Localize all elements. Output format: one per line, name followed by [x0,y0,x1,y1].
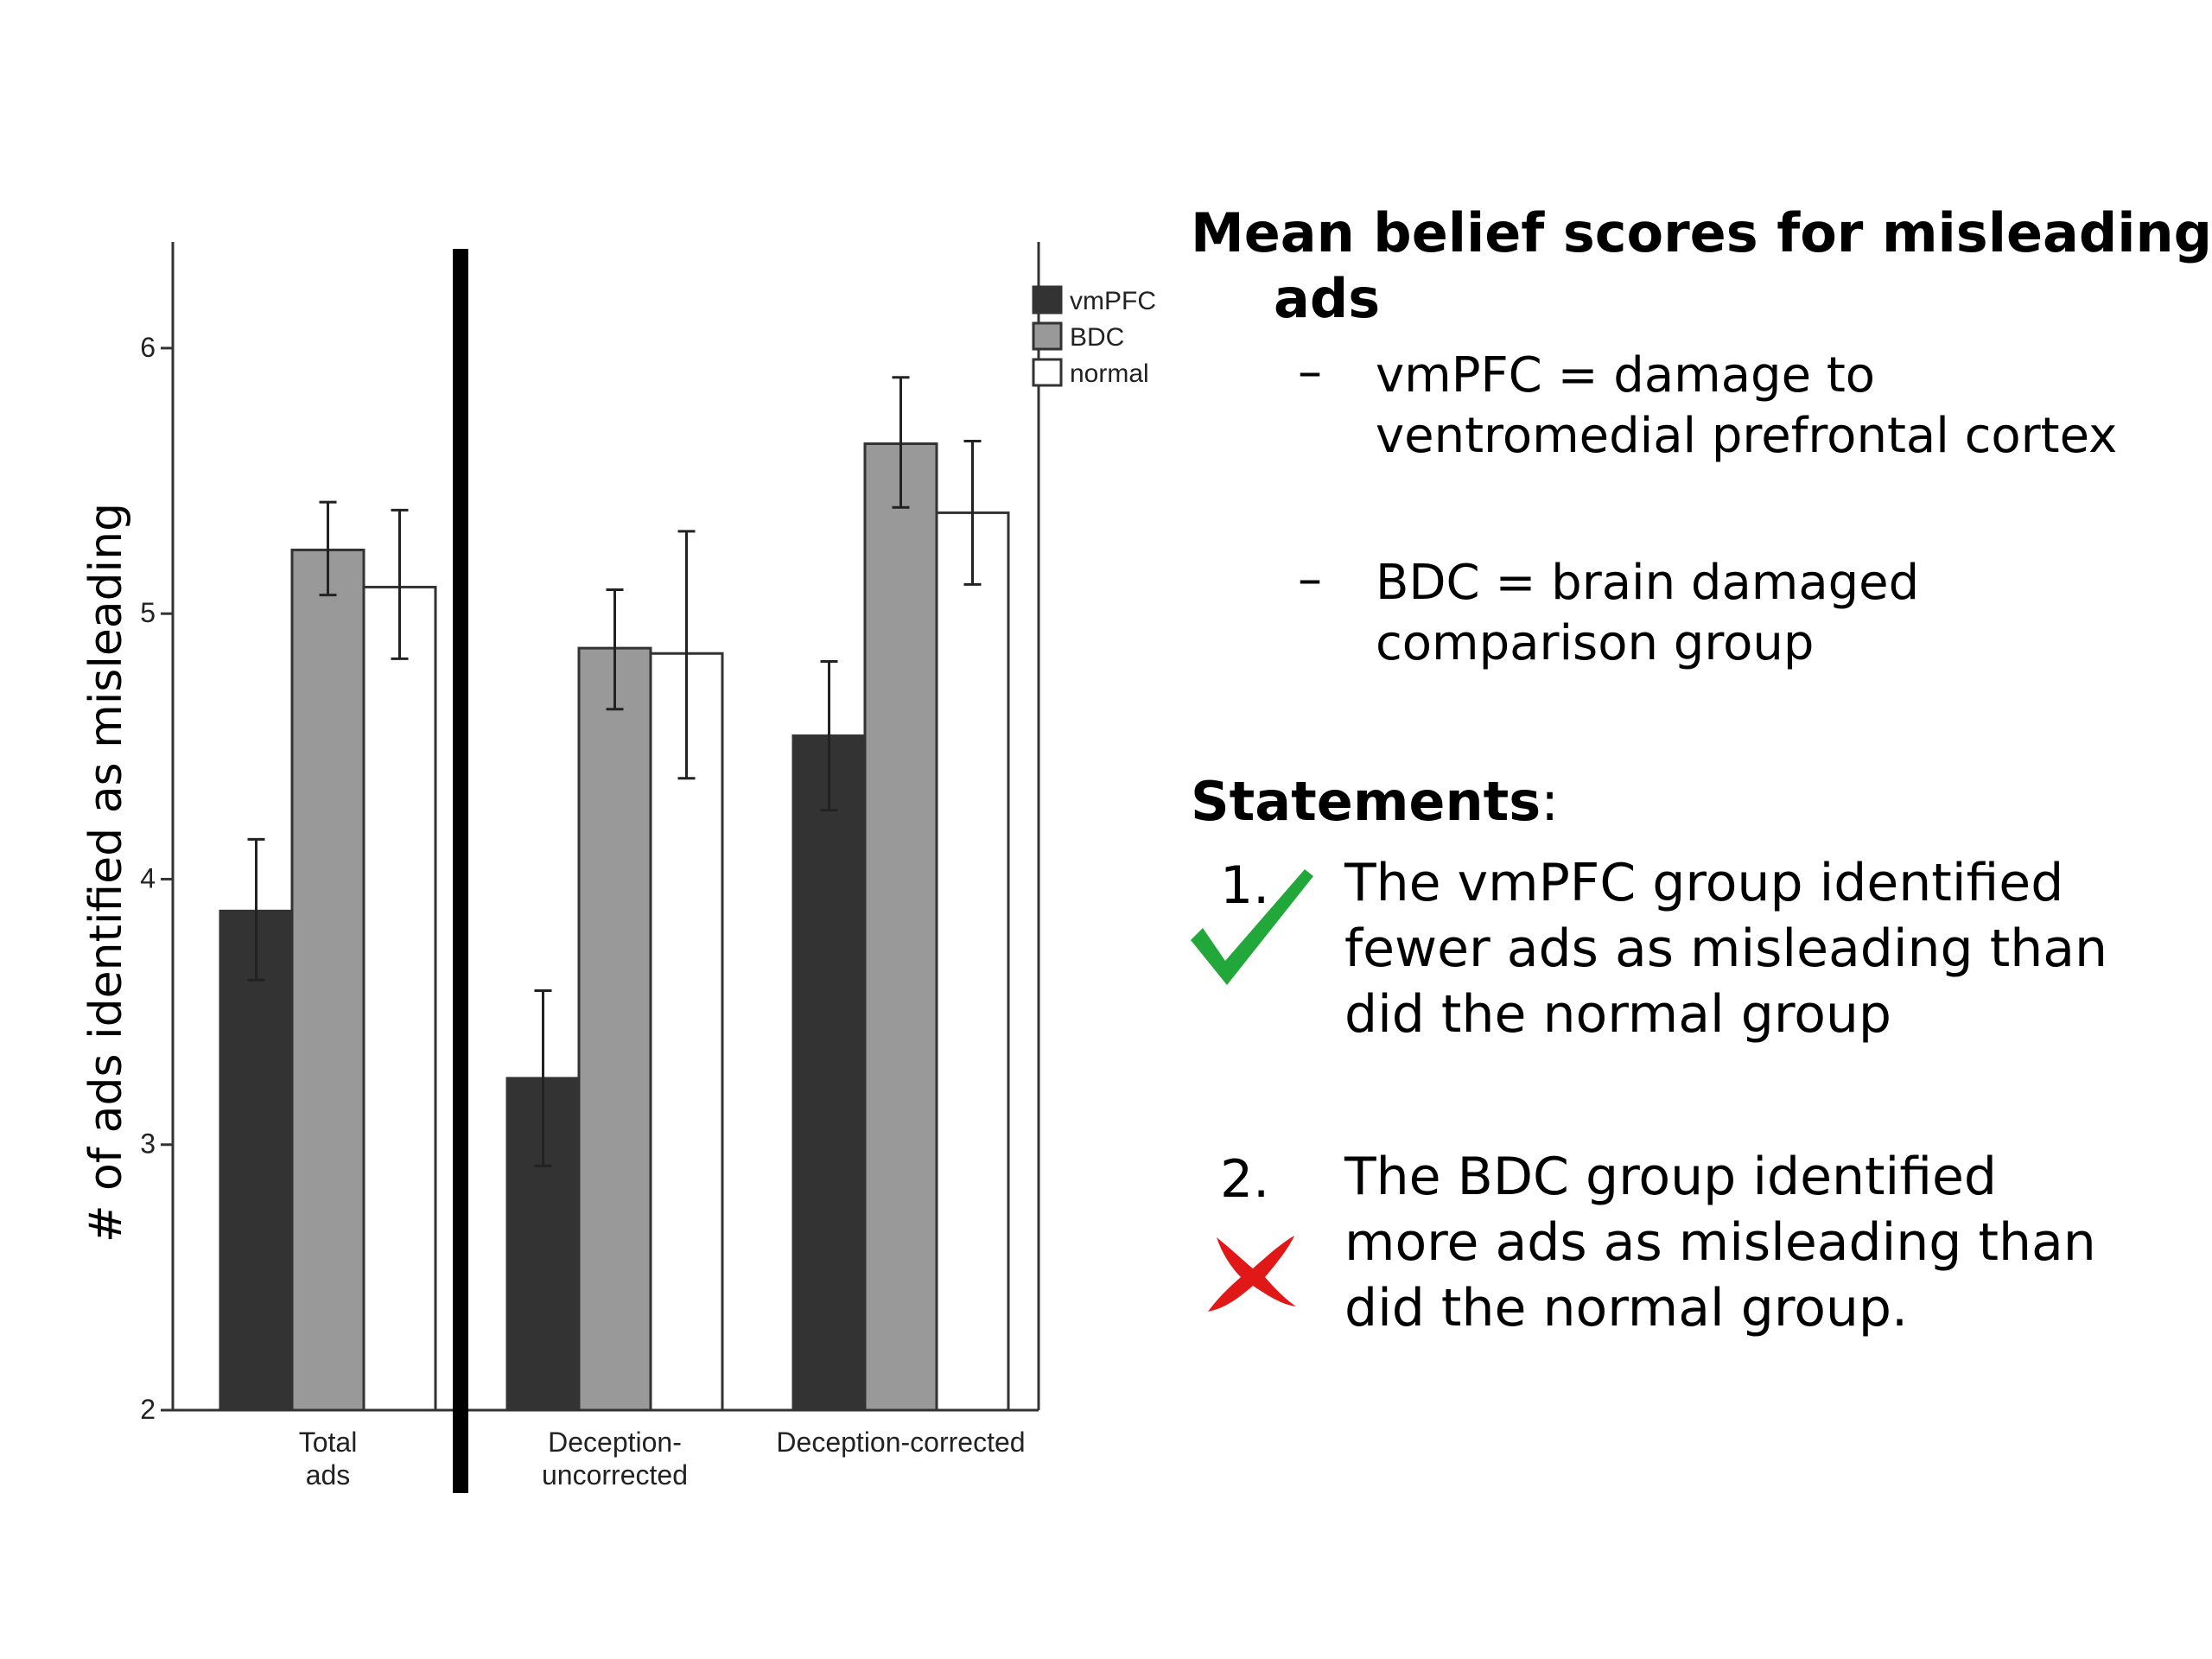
legend-label: normal [1070,359,1149,388]
statement-2: The BDC group identified more ads as mis… [1344,1144,2096,1341]
definition-line: ventromedial prefrontal cortex [1376,408,2118,464]
statement-line: did the normal group. [1344,1278,1909,1338]
legend-swatch-vmpfc [1032,285,1063,315]
category-label: Total ads [299,1427,358,1491]
statement-line: more ads as misleading than [1344,1212,2096,1273]
y-tick-label: 3 [140,1128,156,1160]
category-label-line: Total [299,1427,358,1458]
bar-bdc [577,646,652,1412]
bar-vmpfc [219,909,294,1412]
cross-icon [1208,1236,1296,1312]
group-separator [453,249,468,1493]
definition-dash: – [1298,344,1322,400]
definition-line: BDC = brain damaged [1376,555,1920,611]
bar-bdc [863,442,938,1412]
statement-number: 2. [1220,1149,1270,1210]
heading-line-1: Mean belief scores for misleading [1191,201,2212,264]
legend-label: vmPFC [1070,287,1156,315]
statements-heading: Statements: [1191,769,1559,835]
category-label-line: Deception- [548,1427,682,1458]
bar-normal [935,511,1010,1412]
y-tick-label: 6 [140,332,156,363]
bar-normal [649,652,724,1412]
statements-heading-bold: Statements [1191,770,1541,833]
category-label: Deception-corrected [776,1427,1025,1458]
definition-line: vmPFC = damage to [1376,347,1876,404]
bar-vmpfc [791,734,867,1412]
heading-line-2: ads [1274,267,1381,330]
statements-heading-colon: : [1541,770,1560,833]
bar-chart: 2 3 4 5 6 # of ads identified as misleading To… [80,242,1156,1493]
definition-line: comparison group [1376,615,1815,671]
definition-vmpfc: vmPFC = damage to ventromedial prefronta… [1376,346,2117,467]
definition-bdc: BDC = brain damaged comparison group [1376,553,1919,674]
category-label-line: Deception-corrected [776,1427,1025,1458]
definition-dash: – [1298,551,1322,607]
category-label: Deception-uncorrected [542,1427,688,1491]
y-tick-label: 4 [140,862,156,893]
legend-swatch-normal [1032,358,1063,387]
statement-line: did the normal group [1344,984,1892,1045]
legend-label: BDC [1070,323,1124,352]
statement-line: fewer ads as misleading than [1344,918,2108,979]
statement-line: The vmPFC group identified [1344,853,2064,913]
category-label-line: uncorrected [542,1459,688,1491]
statement-number: 1. [1220,855,1270,916]
bar-normal [362,585,437,1412]
bar-bdc [290,548,365,1412]
panel-heading: Mean belief scores for misleading ads [1191,200,2212,332]
y-axis-title: # of ads identified as misleading [80,503,132,1243]
y-tick-label: 5 [140,597,156,628]
check-icon [1191,869,1313,985]
statement-1: The vmPFC group identified fewer ads as … [1344,850,2107,1047]
category-label-line: ads [306,1459,351,1491]
statement-line: The BDC group identified [1344,1147,1998,1207]
legend-swatch-bdc [1032,321,1063,351]
y-tick-label: 2 [140,1394,156,1425]
